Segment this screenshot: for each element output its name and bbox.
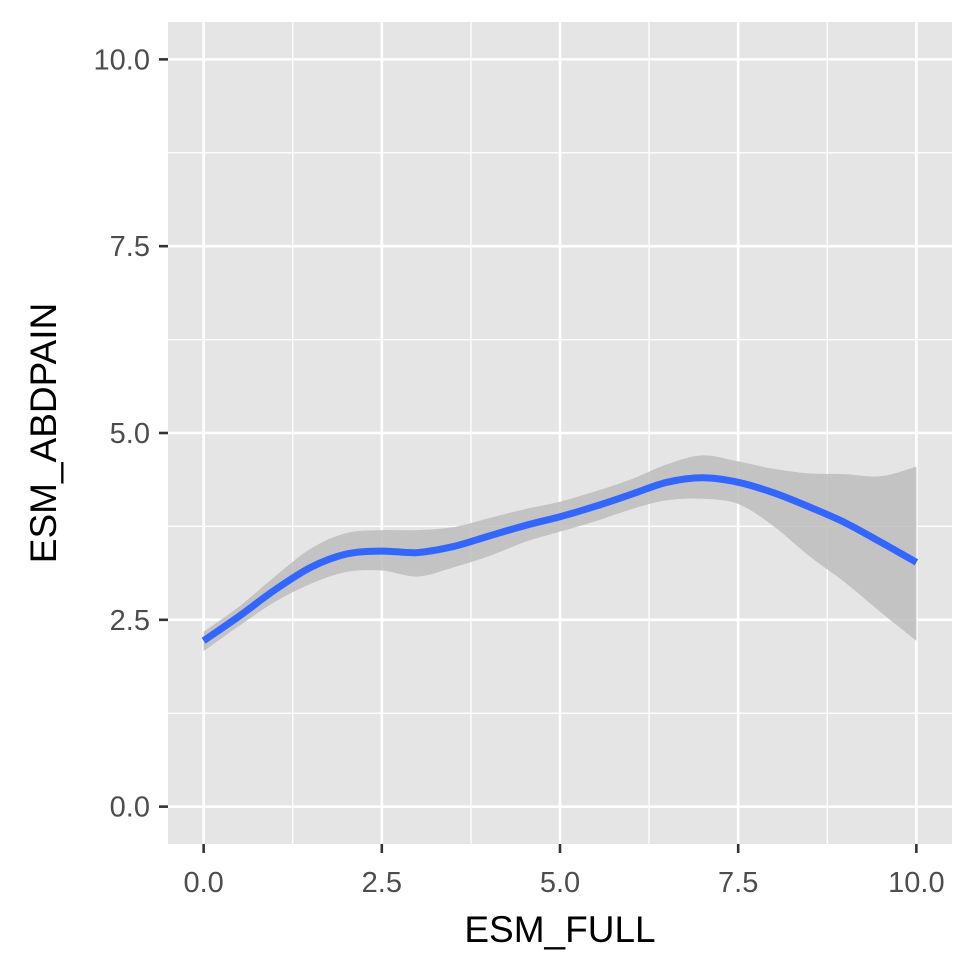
x-tick-label: 5.0 (540, 867, 580, 899)
y-tick-label: 2.5 (110, 605, 150, 637)
y-axis-ticks: 0.0 2.5 5.0 7.5 10.0 (94, 44, 168, 824)
y-axis-title: ESM_ABDPAIN (23, 303, 64, 563)
x-tick-label: 7.5 (718, 867, 758, 899)
y-tick-label: 0.0 (110, 792, 150, 824)
x-tick-label: 10.0 (888, 867, 944, 899)
x-axis-ticks: 0.0 2.5 5.0 7.5 10.0 (183, 844, 945, 899)
y-tick-label: 7.5 (110, 231, 150, 263)
x-tick-label: 2.5 (362, 867, 402, 899)
smooth-line (201, 474, 919, 644)
y-tick-label: 10.0 (94, 44, 150, 76)
major-grid (168, 22, 952, 844)
x-axis-title: ESM_FULL (464, 909, 655, 950)
y-tick-label: 5.0 (110, 418, 150, 450)
x-tick-label: 0.0 (183, 867, 223, 899)
